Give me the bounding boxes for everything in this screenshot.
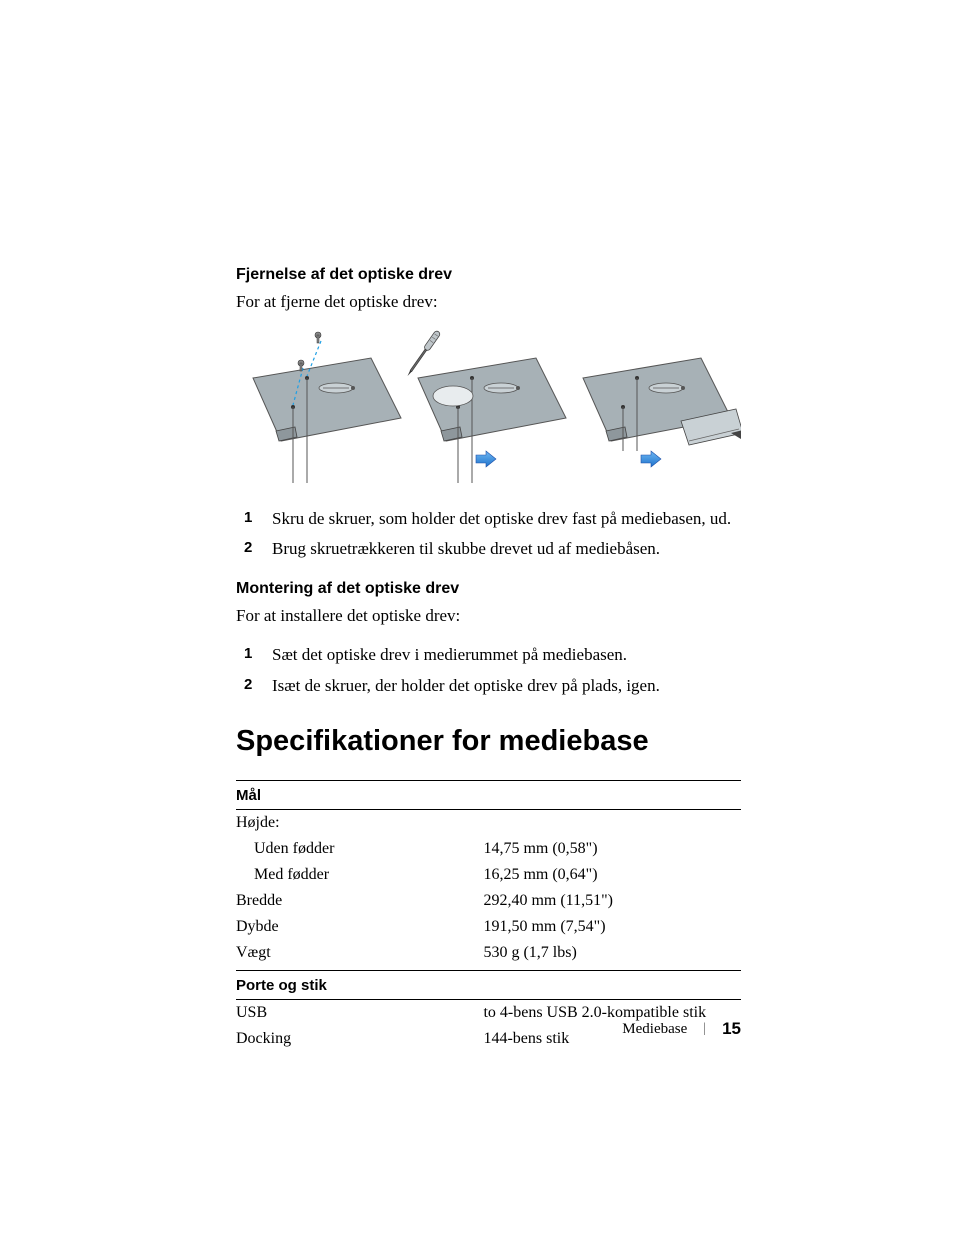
install-intro: For at installere det optiske drev: (236, 604, 741, 628)
step-text: Sæt det optiske drev i medierummet på me… (272, 645, 627, 664)
table-row: Med fødder16,25 mm (0,64") (236, 862, 741, 888)
table-row: Dybde191,50 mm (7,54") (236, 914, 741, 940)
list-item: 2 Brug skruetrækkeren til skubbe drevet u… (244, 536, 741, 562)
remove-intro: For at fjerne det optiske drev: (236, 290, 741, 314)
optical-drive-diagram (236, 328, 741, 488)
cell-label: Uden fødder (236, 836, 483, 862)
list-item: 2 Isæt de skruer, der holder det optiske … (244, 673, 741, 699)
list-item: 1 Sæt det optiske drev i medierummet på m… (244, 642, 741, 668)
remove-heading: Fjernelse af det optiske drev (236, 266, 741, 284)
table-header: Mål (236, 780, 741, 809)
install-steps-list: 1 Sæt det optiske drev i medierummet på m… (244, 642, 741, 699)
step-number: 2 (244, 536, 252, 559)
cell-label: USB (236, 999, 483, 1026)
remove-steps-list: 1 Skru de skruer, som holder det optiske … (244, 506, 741, 563)
step-text: Brug skruetrækkeren til skubbe drevet ud… (272, 539, 660, 558)
cell-label: Højde: (236, 809, 483, 836)
cell-label: Med fødder (236, 862, 483, 888)
cell-label: Vægt (236, 940, 483, 971)
page-footer: Mediebase | 15 (622, 1019, 741, 1039)
spec-section-title: Specifikationer for mediebase (236, 725, 741, 758)
step-text: Isæt de skruer, der holder det optiske d… (272, 676, 660, 695)
cell-value: 530 g (1,7 lbs) (483, 940, 741, 971)
document-page: Fjernelse af det optiske drev For at fje… (0, 0, 954, 1235)
cell-value: 14,75 mm (0,58") (483, 836, 741, 862)
running-head: Mediebase (622, 1021, 687, 1038)
table-row: Bredde292,40 mm (11,51") (236, 888, 741, 914)
step-number: 1 (244, 506, 252, 529)
table-row: Vægt530 g (1,7 lbs) (236, 940, 741, 971)
cell-value: 191,50 mm (7,54") (483, 914, 741, 940)
footer-separator: | (703, 1021, 706, 1037)
step-text: Skru de skruer, som holder det optiske d… (272, 509, 731, 528)
dimensions-table: Mål Højde: Uden fødder14,75 mm (0,58") M… (236, 780, 741, 1052)
table-row: Højde: (236, 809, 741, 836)
page-number: 15 (722, 1019, 741, 1039)
table-row: Uden fødder14,75 mm (0,58") (236, 836, 741, 862)
step-number: 2 (244, 673, 252, 696)
install-heading: Montering af det optiske drev (236, 580, 741, 598)
table-header: Porte og stik (236, 970, 741, 999)
cell-label: Docking (236, 1026, 483, 1052)
cell-label: Dybde (236, 914, 483, 940)
cell-label: Bredde (236, 888, 483, 914)
step-number: 1 (244, 642, 252, 665)
list-item: 1 Skru de skruer, som holder det optiske … (244, 506, 741, 532)
cell-value: 292,40 mm (11,51") (483, 888, 741, 914)
cell-value (483, 809, 741, 836)
cell-value: 16,25 mm (0,64") (483, 862, 741, 888)
